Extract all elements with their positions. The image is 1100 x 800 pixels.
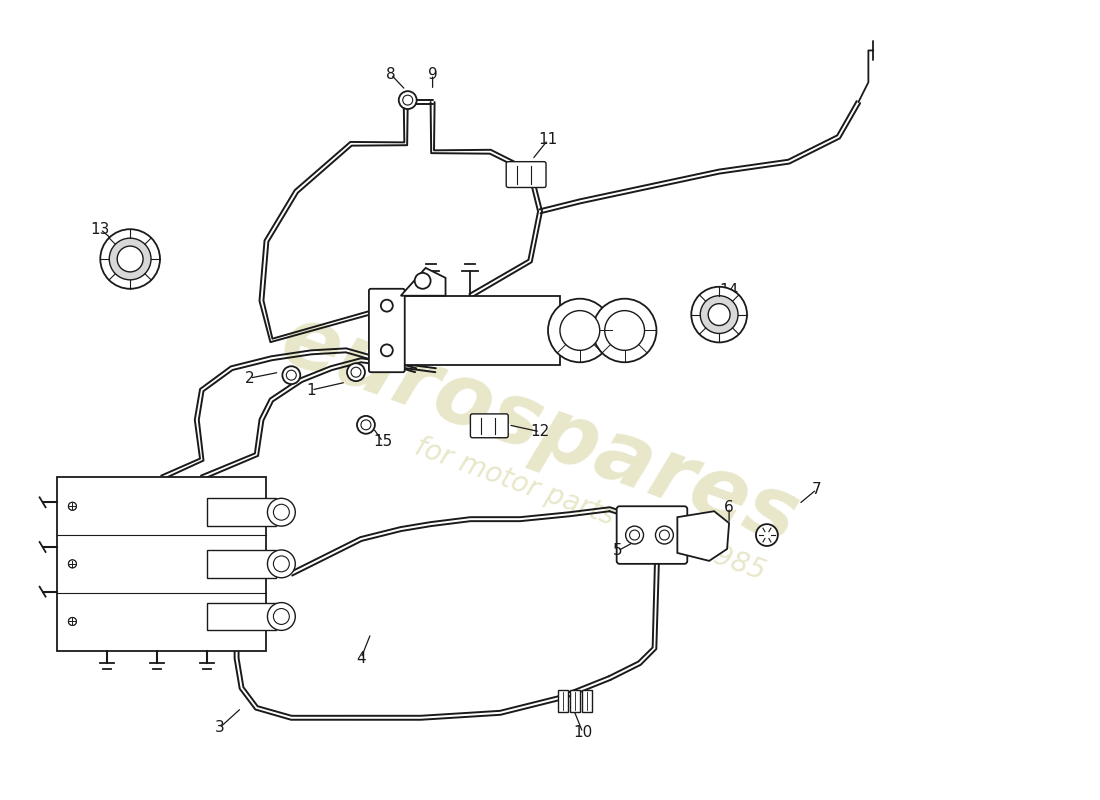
Text: 3: 3 <box>214 720 224 735</box>
Circle shape <box>629 530 639 540</box>
Circle shape <box>68 560 76 568</box>
Circle shape <box>68 502 76 510</box>
Circle shape <box>626 526 644 544</box>
Text: 10: 10 <box>573 725 593 740</box>
FancyBboxPatch shape <box>617 506 688 564</box>
Text: 9: 9 <box>428 66 438 82</box>
Bar <box>582 690 592 712</box>
Circle shape <box>399 91 417 109</box>
Circle shape <box>708 304 730 326</box>
Circle shape <box>68 560 76 568</box>
Circle shape <box>605 310 645 350</box>
Circle shape <box>274 504 289 520</box>
Circle shape <box>100 229 160 289</box>
Circle shape <box>756 524 778 546</box>
Circle shape <box>593 298 657 362</box>
Circle shape <box>691 286 747 342</box>
Circle shape <box>701 296 738 334</box>
Circle shape <box>548 298 612 362</box>
Circle shape <box>381 300 393 312</box>
Circle shape <box>274 609 289 625</box>
Polygon shape <box>678 511 729 561</box>
Bar <box>570 690 580 712</box>
Text: 2: 2 <box>244 370 254 386</box>
Polygon shape <box>400 268 446 296</box>
Text: 7: 7 <box>812 482 822 497</box>
Circle shape <box>361 420 371 430</box>
FancyBboxPatch shape <box>471 414 508 438</box>
Circle shape <box>415 273 430 289</box>
Circle shape <box>358 416 375 434</box>
Text: for motor parts since 1985: for motor parts since 1985 <box>410 433 769 586</box>
Bar <box>558 690 568 712</box>
Circle shape <box>109 238 151 280</box>
Text: 13: 13 <box>90 222 110 237</box>
Circle shape <box>68 618 76 626</box>
Text: 12: 12 <box>530 424 550 439</box>
Text: 14: 14 <box>719 283 739 298</box>
Bar <box>57 478 266 651</box>
Circle shape <box>381 344 393 356</box>
Circle shape <box>267 498 295 526</box>
Text: 4: 4 <box>356 650 366 666</box>
Bar <box>207 498 276 526</box>
FancyBboxPatch shape <box>506 162 546 187</box>
Circle shape <box>68 618 76 626</box>
Bar <box>207 550 276 578</box>
Bar <box>207 602 276 630</box>
Circle shape <box>274 556 289 572</box>
Circle shape <box>403 95 412 105</box>
Circle shape <box>659 530 670 540</box>
Text: 8: 8 <box>386 66 396 82</box>
Text: 1: 1 <box>307 382 316 398</box>
Circle shape <box>346 363 365 381</box>
Text: eurospares: eurospares <box>270 298 810 562</box>
Circle shape <box>283 366 300 384</box>
Text: 11: 11 <box>538 132 558 147</box>
Text: 5: 5 <box>613 543 623 558</box>
Circle shape <box>267 602 295 630</box>
Circle shape <box>118 246 143 272</box>
Circle shape <box>68 502 76 510</box>
Circle shape <box>267 550 295 578</box>
Bar <box>390 296 560 366</box>
Text: 15: 15 <box>373 434 393 450</box>
Circle shape <box>286 370 296 380</box>
Circle shape <box>351 367 361 377</box>
Text: 6: 6 <box>724 500 734 514</box>
FancyBboxPatch shape <box>368 289 405 372</box>
Circle shape <box>656 526 673 544</box>
Circle shape <box>560 310 600 350</box>
